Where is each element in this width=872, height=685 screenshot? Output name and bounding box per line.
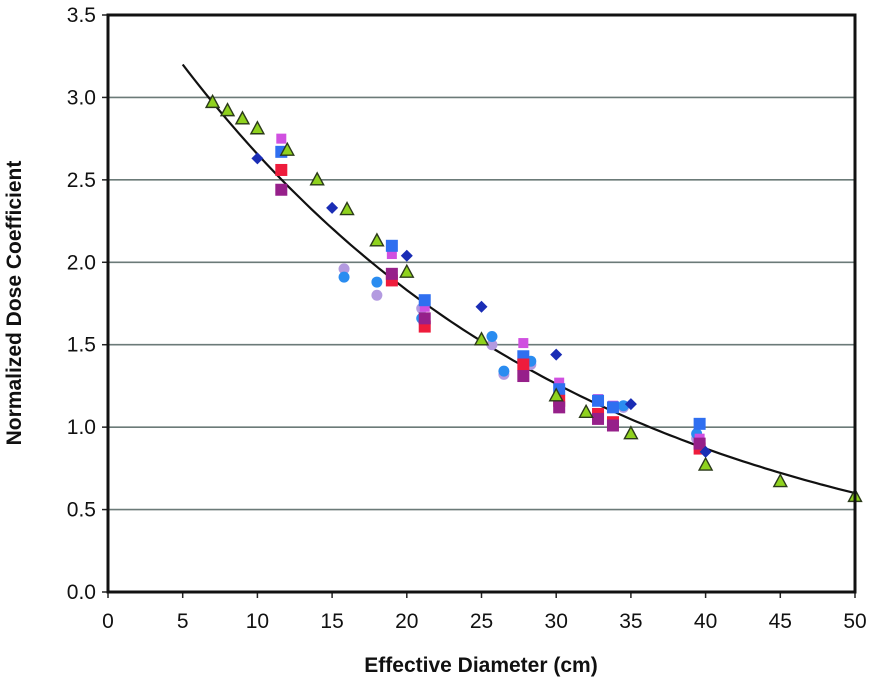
data-point: [693, 437, 706, 450]
y-tick-label: 0.5: [67, 499, 96, 522]
data-point: [276, 133, 287, 144]
data-point: [275, 183, 288, 196]
x-tick-label: 15: [320, 610, 343, 633]
data-point: [399, 263, 415, 278]
y-tick-label: 2.0: [67, 251, 96, 274]
x-tick-label: 35: [619, 610, 642, 633]
plot-frame: [106, 13, 857, 594]
series-green-triangles: [204, 93, 863, 503]
data-point: [518, 338, 529, 349]
y-tick-label: 1.0: [67, 416, 96, 439]
data-point: [385, 267, 398, 280]
data-point: [623, 425, 639, 440]
data-point: [418, 312, 431, 325]
data-point: [486, 339, 498, 351]
data-point: [473, 331, 490, 346]
data-point: [624, 398, 637, 411]
data-point: [385, 239, 398, 252]
data-point: [419, 301, 430, 312]
data-point: [699, 445, 712, 458]
x-tick-label: 5: [177, 610, 189, 633]
x-tick-label: 10: [246, 610, 269, 633]
data-point: [219, 102, 236, 117]
data-point: [554, 377, 565, 388]
data-point: [338, 263, 350, 275]
data-point: [204, 93, 221, 109]
axes: [102, 13, 857, 598]
data-point: [386, 249, 397, 260]
data-point: [371, 289, 383, 301]
x-tick-label: 30: [545, 610, 568, 633]
data-point: [249, 120, 266, 135]
data-point: [338, 271, 350, 283]
x-tick-label: 20: [395, 610, 418, 633]
data-point: [772, 473, 788, 488]
series-purple-squares: [275, 183, 706, 450]
y-tick-label: 0.0: [67, 581, 96, 604]
data-point: [693, 417, 706, 430]
data-point: [418, 294, 431, 307]
data-point: [548, 387, 564, 402]
y-tick-label: 3.5: [67, 4, 96, 27]
data-point: [606, 419, 619, 432]
data-point: [592, 394, 605, 407]
fit-curve: [181, 63, 856, 495]
data-point: [578, 403, 594, 419]
data-point: [251, 152, 264, 165]
y-tick-label: 3.0: [67, 86, 96, 109]
data-point: [279, 141, 295, 156]
x-tick-label: 25: [470, 610, 493, 633]
series-dark-blue-diamonds: [251, 152, 712, 458]
data-point: [486, 330, 498, 342]
data-point: [475, 300, 488, 313]
data-point: [517, 358, 530, 371]
x-tick-label: 0: [102, 610, 114, 633]
series-blue-squares: [275, 145, 706, 430]
data-point: [498, 365, 510, 377]
data-points: [204, 93, 863, 503]
data-point: [234, 110, 251, 125]
x-tick-label: 40: [694, 610, 717, 633]
fit-curve-layer: [181, 63, 856, 495]
y-tick-label: 1.5: [67, 334, 96, 357]
x-axis-title: Effective Diameter (cm): [364, 654, 597, 677]
data-point: [400, 249, 413, 262]
x-tick-labels: 0 5 10 15 20 25 30 35 40 45 50: [102, 610, 867, 633]
data-point: [517, 370, 530, 383]
data-point: [339, 201, 355, 216]
data-point: [326, 201, 339, 214]
x-tick-label: 50: [843, 610, 866, 633]
y-tick-label: 2.5: [67, 169, 96, 192]
data-point: [606, 401, 619, 414]
y-tick-labels: 0.0 0.5 1.0 1.5 2.0 2.5 3.0 3.5: [67, 4, 96, 604]
data-point: [550, 348, 563, 361]
data-point: [371, 276, 383, 288]
series-red-squares: [275, 163, 706, 455]
data-point: [309, 171, 325, 186]
x-tick-label: 45: [769, 610, 792, 633]
data-point: [369, 232, 385, 247]
data-point: [553, 401, 566, 414]
data-point: [697, 456, 714, 471]
data-point: [592, 412, 605, 425]
data-point: [275, 163, 288, 176]
y-axis-title: Normalized Dose Coefficient: [3, 161, 26, 446]
